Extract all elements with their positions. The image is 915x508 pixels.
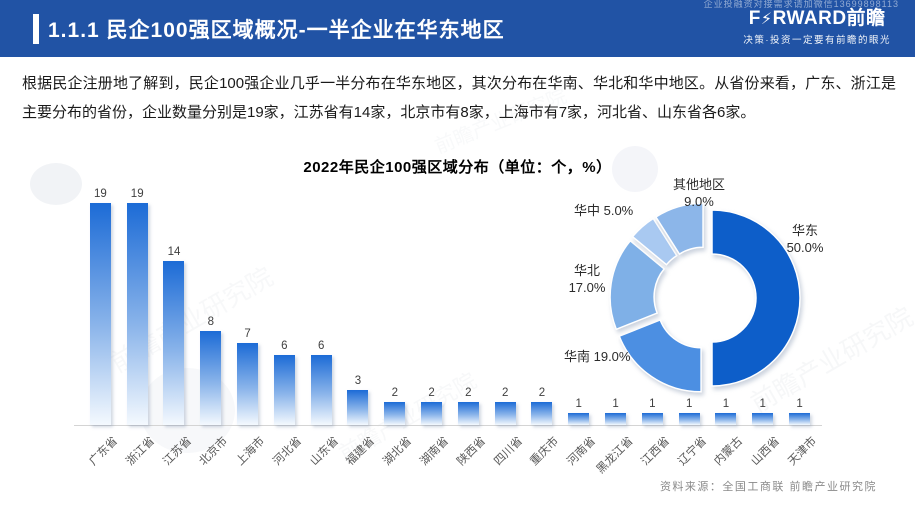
- pie-label-qita: 其他地区 9.0%: [643, 176, 755, 210]
- bar-column: 2 湖北省: [376, 182, 415, 468]
- pie-slice-华南: [618, 319, 702, 393]
- bar: [163, 261, 185, 425]
- pie-label-text: 华中 5.0%: [574, 203, 634, 218]
- page-title: 1.1.1 民企100强区域概况-一半企业在华东地区: [48, 18, 505, 42]
- bar-value-label: 2: [391, 386, 398, 399]
- bar-column: 2 重庆市: [524, 182, 562, 468]
- bar-column: 7 上海市: [229, 182, 267, 468]
- logo-chinese-name: 前瞻: [846, 8, 886, 29]
- logo-tagline: 决策·投资一定要有前瞻的眼光: [743, 35, 891, 46]
- bar-value-label: 8: [207, 316, 214, 329]
- chart-title: 2022年民企100强区域分布（单位：个，%）: [303, 159, 612, 176]
- bar-column: 1 天津市: [781, 182, 819, 468]
- pie-slice-华中: [631, 217, 678, 266]
- bar: [752, 413, 774, 425]
- bar-column: 6 山东省: [303, 182, 341, 468]
- bar: [126, 202, 148, 425]
- pie-slice-华东: [711, 209, 801, 387]
- chart-section: 2022年民企100强区域分布（单位：个，%） 19 广东省 19 浙江省 14 江苏省 8…: [0, 150, 915, 508]
- bar-value-label: 7: [244, 328, 251, 341]
- bar-column: 19 浙江省: [119, 182, 157, 468]
- donut-chart: [609, 202, 801, 393]
- pie-label-text: 其他地区: [672, 177, 725, 192]
- bar-column: 2 湖南省: [413, 182, 451, 468]
- bar: [89, 202, 111, 425]
- pie-slice-其他地区: [654, 202, 704, 256]
- bar: [457, 401, 479, 425]
- bar-column: 1 内蒙古: [708, 182, 746, 468]
- pie-label-value: 50.0%: [786, 240, 824, 255]
- bar: [421, 401, 443, 425]
- bar-value-label: 1: [722, 398, 730, 411]
- pie-label-huanan: 华南 19.0%: [564, 348, 630, 365]
- bar-column: 2 陕西省: [450, 182, 488, 468]
- pie-label-value: 17.0%: [568, 280, 606, 295]
- bar-column: 1 辽宁省: [671, 182, 709, 468]
- header-watermark-text: 企业投融资对接需求请加微信13699898113: [703, 0, 899, 9]
- forward-logo: F⚡RWARD前瞻 决策·投资一定要有前瞻的眼光: [743, 8, 891, 46]
- bar-plot: 19 广东省 19 浙江省 14 江苏省 8 北京市 7 上海市 6 河北省 6 山东省 3 福建省 2 湖北省 2…: [82, 182, 819, 476]
- bar-column: 19 广东省: [82, 182, 120, 468]
- bar: [237, 343, 259, 425]
- bar-value-label: 2: [538, 386, 546, 399]
- bar-value-label: 1: [612, 398, 619, 411]
- pie-label-huazhong: 华中 5.0%: [574, 202, 633, 219]
- bar: [310, 354, 332, 425]
- bar: [678, 413, 700, 425]
- bar-value-label: 6: [317, 339, 325, 352]
- logo-letter-f: F: [748, 8, 761, 29]
- bar: [568, 413, 590, 425]
- x-axis-label: 天津市: [786, 435, 820, 469]
- bar-value-label: 3: [354, 374, 362, 387]
- bar: [347, 389, 369, 425]
- bar: [200, 331, 222, 425]
- pie-label-huadong: 华东 50.0%: [769, 222, 841, 256]
- pie-label-text: 华东: [791, 223, 818, 238]
- bar-value-label: 2: [428, 386, 435, 399]
- bar-value-label: 1: [575, 398, 582, 411]
- bar-value-label: 2: [465, 386, 472, 399]
- x-axis-line: [74, 425, 822, 426]
- summary-paragraph: 根据民企注册地了解到，民企100强企业几乎一半分布在华东地区，其次分布在华南、华…: [22, 75, 896, 121]
- bar-column: 6 河北省: [266, 182, 304, 468]
- bar-value-label: 2: [501, 386, 509, 399]
- bar: [789, 413, 811, 425]
- bar-value-label: 19: [130, 187, 144, 200]
- bar-column: 3 福建省: [340, 182, 378, 468]
- bar-value-label: 19: [94, 187, 107, 200]
- bar-column: 1 山西省: [744, 182, 782, 468]
- pie-label-value: 9.0%: [684, 194, 714, 209]
- bar-value-label: 14: [167, 246, 181, 259]
- lightning-icon: ⚡: [760, 11, 773, 28]
- bar-column: 14 江苏省: [156, 182, 194, 468]
- bar-column: 2 四川省: [487, 182, 525, 468]
- logo-letters-rward: RWARD: [772, 8, 847, 29]
- pie-label-text: 华南 19.0%: [564, 349, 631, 364]
- pie-label-text: 华北: [573, 263, 600, 278]
- bar: [384, 401, 406, 425]
- header-bar: 企业投融资对接需求请加微信13699898113 1.1.1 民企100强区域概…: [0, 0, 915, 57]
- bar-column: 8 北京市: [192, 182, 231, 468]
- bar: [715, 413, 737, 425]
- logo-wordmark: F⚡RWARD前瞻: [743, 8, 891, 31]
- bar: [273, 354, 295, 425]
- bar: [494, 401, 516, 425]
- bar-column: 1 河南省: [560, 182, 598, 468]
- bar: [605, 413, 627, 425]
- bar-column: 1 黑龙江省: [594, 182, 635, 476]
- title-accent-bar: [33, 14, 39, 44]
- source-citation: 资料来源：全国工商联 前瞻产业研究院: [659, 481, 877, 493]
- bar-value-label: 1: [685, 398, 693, 411]
- bar-value-label: 1: [759, 398, 766, 411]
- bar-column: 1 江西省: [634, 182, 672, 468]
- bar: [641, 413, 663, 425]
- pie-slice-华北: [609, 239, 666, 331]
- bar: [531, 401, 553, 425]
- bar-value-label: 1: [649, 398, 656, 411]
- pie-label-huabei: 华北 17.0%: [550, 262, 624, 296]
- bar-value-label: 6: [281, 339, 288, 352]
- bar-value-label: 1: [796, 398, 803, 411]
